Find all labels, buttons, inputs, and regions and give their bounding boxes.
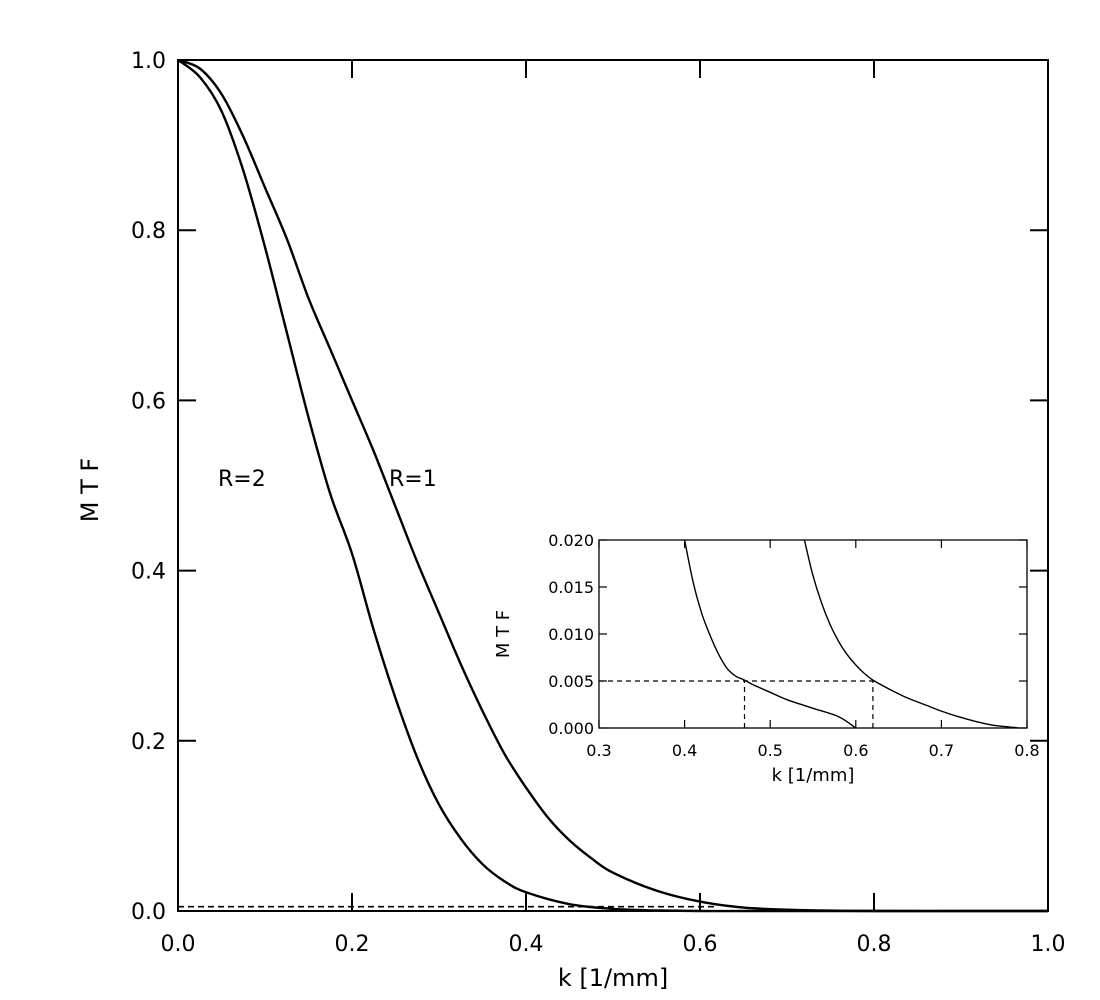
inset-x-tick-label: 0.6 <box>843 741 868 760</box>
main-y-tick-label: 0.2 <box>131 730 166 755</box>
main-x-axis-label: k [1/mm] <box>558 964 668 992</box>
inset-y-axis-label: M T F <box>493 610 514 658</box>
main-y-tick-label: 1.0 <box>131 49 166 74</box>
inset-x-tick-label: 0.7 <box>929 741 954 760</box>
inset-y-tick-label: 0.010 <box>548 625 594 644</box>
inset-x-axis-label: k [1/mm] <box>772 765 855 786</box>
inset-y-tick-label: 0.015 <box>548 578 594 597</box>
main-plot: 0.0 0.2 0.4 0.6 0.8 1.0 0.0 0.2 0.4 0.6 0.8 1.0 k [… <box>76 49 1066 992</box>
inset-series-line-r1 <box>803 539 1019 729</box>
main-series <box>177 58 1048 913</box>
inset-series <box>599 539 1019 729</box>
main-y-axis-label: M T F <box>76 458 104 522</box>
main-y-tick-label: 0.0 <box>131 900 166 925</box>
inset-y-tick-label: 0.020 <box>548 531 594 550</box>
main-x-tick-label: 1.0 <box>1031 932 1066 957</box>
inset-x-tick-label: 0.8 <box>1014 741 1039 760</box>
main-y-tick-label: 0.8 <box>131 219 166 244</box>
main-x-tick-label: 0.0 <box>161 932 196 957</box>
inset-series-line-r2 <box>683 539 857 729</box>
main-series-line-r2 <box>177 59 1048 913</box>
inset-ticks: 0.3 0.4 0.5 0.6 0.7 0.8 0.000 0.005 0.010 0.015 0.… <box>548 531 1040 760</box>
main-x-tick-label: 0.8 <box>857 932 892 957</box>
inset-x-tick-label: 0.4 <box>672 741 697 760</box>
inset-plot-background <box>599 540 1027 728</box>
main-y-tick-label: 0.4 <box>131 560 166 585</box>
inset-y-tick-label: 0.005 <box>548 672 594 691</box>
inset-plot: 0.3 0.4 0.5 0.6 0.7 0.8 0.000 0.005 0.010 0.015 0.… <box>493 531 1040 786</box>
curve-label-r1: R=1 <box>389 467 437 492</box>
main-x-tick-label: 0.2 <box>335 932 370 957</box>
main-x-tick-label: 0.4 <box>509 932 544 957</box>
curve-label-r2: R=2 <box>218 467 266 492</box>
inset-y-tick-label: 0.000 <box>548 719 594 738</box>
main-x-tick-label: 0.6 <box>683 932 718 957</box>
main-y-tick-label: 0.6 <box>131 389 166 414</box>
inset-x-tick-label: 0.5 <box>757 741 782 760</box>
inset-x-tick-label: 0.3 <box>586 741 611 760</box>
main-plot-frame <box>177 59 1049 912</box>
main-ticks: 0.0 0.2 0.4 0.6 0.8 1.0 0.0 0.2 0.4 0.6 0.8 1.0 <box>131 49 1066 957</box>
main-series-line-r1 <box>177 58 1048 913</box>
